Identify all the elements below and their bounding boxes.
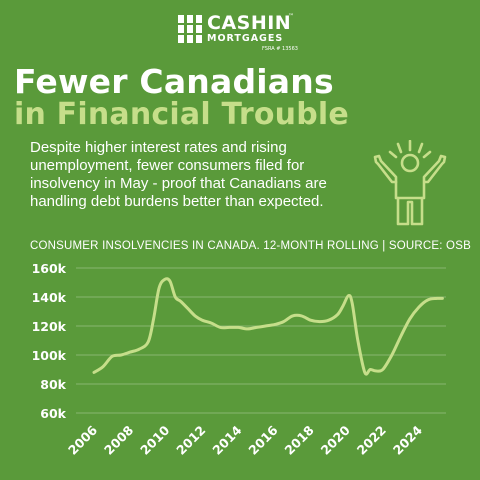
y-tick-label: 140k [32, 290, 67, 305]
brand-registration: FSRA # 13563 [262, 46, 298, 52]
x-tick-label: 2006 [65, 422, 100, 457]
headline-line-2: in Financial Trouble [14, 97, 349, 132]
x-tick-label: 2014 [209, 422, 244, 457]
x-tick-label: 2024 [390, 422, 425, 457]
description-text: Despite higher interest rates and rising… [30, 139, 327, 210]
y-tick-label: 80k [40, 377, 66, 392]
y-tick-label: 100k [32, 348, 67, 363]
x-tick-label: 2012 [173, 423, 208, 458]
x-tick-label: 2018 [282, 423, 317, 458]
chart-title: CONSUMER INSOLVENCIES IN CANADA. 12-MONT… [30, 240, 471, 252]
brand-name: CASHIN [207, 12, 292, 34]
series-line [92, 277, 444, 376]
brand-logo: CASHIN ™ MORTGAGES FSRA # 13563 [178, 12, 308, 55]
celebrating-person-icon [373, 140, 447, 226]
brand-trademark: ™ [288, 13, 294, 20]
x-tick-label: 2010 [137, 422, 172, 457]
x-tick-label: 2020 [318, 422, 353, 457]
x-tick-label: 2022 [354, 423, 389, 458]
headline-line-1: Fewer Canadians [14, 62, 334, 101]
x-tick-label: 2016 [245, 422, 280, 457]
brand-subtitle: MORTGAGES [207, 33, 284, 44]
logo-grid-icon [178, 15, 202, 43]
y-tick-label: 120k [32, 319, 67, 334]
y-tick-label: 160k [32, 261, 67, 276]
x-tick-label: 2008 [101, 423, 136, 458]
y-tick-label: 60k [40, 406, 66, 421]
